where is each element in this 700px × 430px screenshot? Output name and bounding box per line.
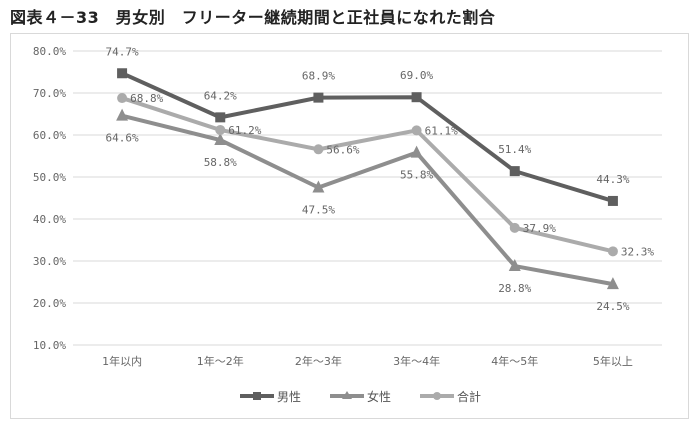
data-label: 56.6% [326,143,359,156]
data-label: 55.8% [400,169,433,182]
marker-triangle [116,108,129,121]
data-label: 58.8% [204,156,237,169]
legend-marker-square [253,392,261,400]
marker-triangle [214,133,227,146]
marker-circle [117,93,128,104]
y-tick-label: 40.0% [33,213,66,226]
legend-marker-triangle [342,391,352,399]
data-label: 47.5% [302,204,335,217]
marker-square [215,112,226,123]
legend-label: 女性 [367,389,391,404]
marker-triangle [410,145,423,158]
data-label: 61.2% [228,124,261,137]
x-tick-label: 1年以内 [102,354,142,368]
data-label: 64.6% [106,132,139,145]
marker-square [313,92,324,103]
data-label: 37.9% [523,222,556,235]
data-label: 61.1% [425,124,458,137]
marker-square [607,195,618,206]
data-label: 69.0% [400,69,433,82]
data-label: 28.8% [498,282,531,295]
data-label: 64.2% [204,89,237,102]
series-line-女性 [121,113,614,287]
y-tick-label: 80.0% [33,45,66,58]
x-tick-label: 5年以上 [593,354,633,368]
marker-triangle [312,180,325,193]
y-tick-label: 70.0% [33,87,66,100]
marker-square [117,68,128,79]
y-tick-label: 30.0% [33,255,66,268]
marker-circle [313,144,324,155]
x-tick-label: 1年～2年 [197,354,244,368]
series-line-男性 [121,71,614,203]
data-label: 74.7% [106,45,139,58]
marker-triangle [508,259,521,272]
chart-title: 図表４－33 男女別 フリーター継続期間と正社員になれた割合 [10,8,496,27]
y-tick-label: 10.0% [33,339,66,352]
marker-triangle [606,277,619,290]
data-label: 24.5% [596,300,629,313]
y-tick-label: 60.0% [33,129,66,142]
legend-label: 男性 [277,390,301,404]
marker-circle [607,246,618,257]
chart-frame [10,33,689,419]
marker-square [509,166,520,177]
data-label: 32.3% [621,245,654,258]
data-label: 51.4% [498,143,531,156]
data-label: 68.8% [130,92,163,105]
series-line-合計 [121,96,614,254]
data-label: 68.9% [302,70,335,83]
legend-marker-circle [433,392,441,400]
marker-circle [215,124,226,135]
marker-circle [509,222,520,233]
marker-circle [411,125,422,136]
y-tick-label: 20.0% [33,297,66,310]
x-tick-label: 2年～3年 [295,354,342,368]
y-tick-label: 50.0% [33,171,66,184]
x-tick-label: 3年～4年 [393,354,440,368]
marker-square [411,92,422,103]
x-tick-label: 4年～5年 [491,354,538,368]
legend-label: 合計 [457,389,481,404]
data-label: 44.3% [596,173,629,186]
